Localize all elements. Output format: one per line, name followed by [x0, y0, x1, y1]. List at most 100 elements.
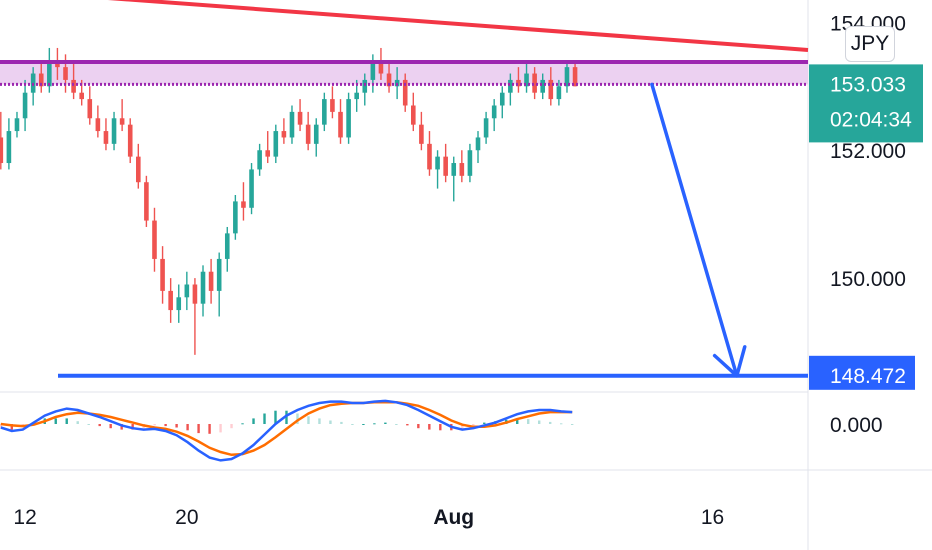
- candle-body: [386, 73, 392, 87]
- candle-body: [540, 79, 546, 93]
- macd-histogram-bar: [241, 423, 244, 425]
- macd-histogram-bar: [54, 418, 57, 424]
- candle-body: [572, 67, 578, 87]
- macd-histogram-bar: [65, 418, 68, 424]
- candle-body: [79, 92, 84, 100]
- candle-body: [160, 258, 165, 291]
- candle-body: [184, 284, 190, 298]
- candle-body: [87, 99, 93, 119]
- y-tick-label: 152.000: [830, 140, 906, 163]
- candle-body: [483, 118, 489, 138]
- macd-histogram-bar: [472, 424, 475, 426]
- candle-body: [14, 118, 20, 132]
- macd-histogram-bar: [516, 419, 519, 424]
- macd-histogram-bar: [439, 424, 442, 431]
- macd-histogram-bar: [263, 413, 266, 424]
- candle-body: [168, 290, 173, 311]
- countdown-label: 02:04:34: [830, 108, 912, 131]
- candle-body: [564, 67, 570, 87]
- candle-body: [370, 60, 376, 80]
- macd-histogram-bar: [296, 413, 299, 424]
- macd-histogram-bar: [428, 424, 431, 430]
- macd-histogram-bar: [527, 419, 530, 424]
- candle-body: [402, 79, 408, 106]
- candle-body: [273, 131, 279, 157]
- candle-body: [200, 271, 206, 304]
- candle-body: [176, 297, 182, 311]
- candle-body: [459, 163, 465, 176]
- macd-histogram-bar: [548, 421, 552, 424]
- macd-histogram-bar: [362, 424, 365, 425]
- candle-body: [354, 92, 359, 100]
- x-tick-label: 16: [701, 506, 724, 529]
- candle-body: [136, 156, 141, 183]
- macd-histogram-bar: [186, 424, 189, 431]
- candle-body: [491, 105, 497, 119]
- candle-body: [119, 118, 125, 125]
- candle-body: [548, 79, 554, 100]
- candle-body: [103, 131, 109, 144]
- macd-histogram-bar: [570, 424, 574, 425]
- candle-body: [127, 124, 133, 157]
- x-tick-label: 12: [13, 506, 36, 529]
- target-price-tag: [809, 355, 915, 390]
- macd-histogram-bar: [230, 424, 233, 429]
- macd-histogram-bar: [87, 424, 90, 425]
- macd-histogram-bar: [153, 424, 156, 426]
- macd-histogram-bar: [538, 420, 541, 424]
- macd-histogram-bar: [318, 418, 321, 424]
- candle-body: [22, 92, 28, 119]
- candle-body: [305, 124, 311, 144]
- candle-body: [362, 79, 368, 93]
- macd-histogram-bar: [76, 421, 79, 424]
- candle-body: [346, 99, 351, 138]
- macd-histogram-bar: [164, 424, 167, 427]
- macd-line: [0, 399, 573, 462]
- macd-histogram-bar: [197, 424, 200, 434]
- target-price-label: 148.472: [830, 365, 906, 388]
- macd-histogram-bar: [329, 420, 332, 424]
- candle-body: [524, 73, 529, 87]
- macd-panel: [0, 399, 574, 462]
- candle-body: [532, 73, 537, 93]
- candle-body: [499, 92, 505, 106]
- candle-body: [233, 201, 238, 234]
- candle-body: [111, 118, 117, 144]
- macd-histogram-bar: [131, 424, 134, 430]
- candle-body: [249, 169, 254, 208]
- macd-histogram-bar: [285, 410, 288, 424]
- macd-histogram-bar: [10, 424, 13, 430]
- candle-body: [419, 124, 424, 144]
- resistance-trendline: [107, 0, 809, 52]
- candle-body: [330, 99, 335, 112]
- candle-body: [467, 150, 473, 176]
- candle-body: [516, 79, 521, 87]
- macd-histogram-bar: [559, 423, 563, 425]
- macd-histogram-bar: [252, 418, 255, 424]
- macd-histogram-bar: [274, 410, 277, 424]
- macd-histogram-bar: [340, 421, 343, 424]
- candles: [0, 47, 578, 355]
- candle-body: [224, 233, 230, 259]
- candle-body: [216, 258, 222, 291]
- candle-body: [508, 79, 513, 93]
- candle-body: [475, 137, 481, 151]
- currency-badge[interactable]: JPY: [845, 26, 895, 62]
- x-tick-label: Aug: [433, 506, 474, 529]
- macd-histogram-bar: [384, 422, 387, 424]
- current-price-label: 153.033: [830, 73, 906, 96]
- projection-arrow-head: [712, 345, 747, 378]
- macd-histogram-bar: [395, 424, 398, 425]
- candle-body: [289, 111, 295, 138]
- candle-body: [63, 67, 68, 80]
- candle-body: [297, 111, 303, 125]
- macd-histogram-bar: [219, 424, 222, 433]
- candle-body: [338, 111, 343, 138]
- drawn-lines[interactable]: [0, 0, 809, 378]
- macd-histogram-bar: [208, 424, 211, 434]
- candle-body: [322, 99, 327, 125]
- candle-body: [427, 143, 432, 170]
- candle-body: [6, 131, 12, 164]
- resistance-zone: [0, 62, 808, 85]
